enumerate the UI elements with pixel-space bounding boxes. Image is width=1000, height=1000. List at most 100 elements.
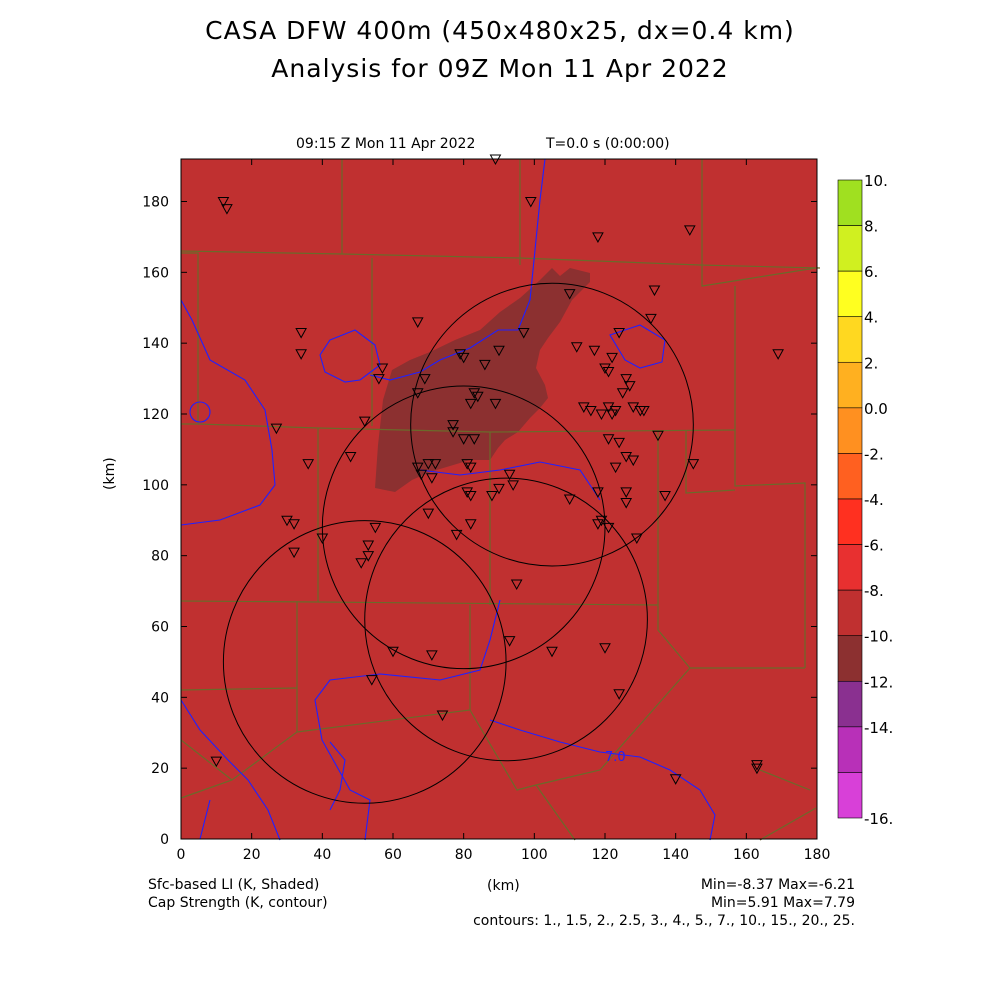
station-marker [373,374,385,385]
colorbar-label: 6. [864,263,878,281]
colorbar-swatch [837,270,863,318]
station-marker [471,391,484,403]
station-marker [595,409,608,421]
colorbar-label: 8. [864,218,878,236]
station-marker [295,349,307,360]
station-marker [623,381,636,392]
station-marker [210,756,223,768]
station-marker [468,434,481,445]
station-marker [645,313,657,325]
station-marker [609,405,622,417]
station-marker [652,430,664,442]
station-marker [606,409,618,421]
model-time-label: T=0.0 s (0:00:00) [546,136,670,152]
station-marker [638,405,650,417]
contour-label: 7.0 [605,750,626,765]
radar-range-ring [364,477,648,762]
x-tick-label: 20 [243,847,261,863]
station-marker [426,650,438,661]
colorbar-swatch [837,498,863,545]
station-marker [563,289,576,300]
station-marker [510,579,523,591]
colorbar-swatch [837,680,863,728]
station-marker [613,328,625,339]
station-marker [454,349,466,360]
x-tick-label: 160 [733,847,760,863]
colorbar-label: -12. [864,673,893,691]
colorbar-swatch [837,772,863,819]
station-marker [270,423,283,435]
station-marker [592,487,604,498]
colorbar-label: 10. [864,172,888,190]
x-tick-label: 100 [521,847,548,863]
shaded-field-label: Sfc-based LI (K, Shaded) [148,877,320,893]
station-marker [627,455,640,467]
station-marker [592,232,604,243]
y-tick-label: 20 [151,761,169,777]
station-marker [588,345,601,357]
colorbar-swatch [837,225,863,272]
station-marker [288,519,300,530]
station-marker [620,487,633,498]
station-marker [464,462,477,474]
station-marker [659,490,671,502]
station-marker [411,317,424,328]
station-marker [295,328,307,339]
station-marker [415,469,428,481]
station-marker [486,490,498,502]
colorbar-swatch [837,635,863,682]
colorbar-label: -2. [864,445,884,463]
colorbar-swatch [837,179,863,226]
station-marker [358,416,371,428]
y-tick-label: 80 [151,549,169,565]
station-marker [468,388,481,399]
y-axis: 0 20 40 60 80 100 120 140 160 180 [142,195,817,848]
station-marker [687,459,700,470]
station-marker [546,646,558,658]
radar-range-rings [222,282,694,804]
station-marker [461,459,474,470]
station-marker [316,533,329,544]
station-marker [489,398,502,410]
station-marker [493,345,505,357]
chart-title-line2: Analysis for 09Z Mon 11 Apr 2022 [271,54,729,83]
colorbar-label: -16. [864,810,893,828]
station-marker [616,388,629,399]
station-marker [302,459,315,470]
station-marker [221,204,233,215]
station-marker [422,508,435,520]
station-marker [450,529,463,541]
station-marker [563,494,576,506]
station-marker [464,398,477,410]
station-marker [517,328,530,339]
station-marker [422,459,435,470]
colorbar-label: 4. [864,309,878,327]
contour-range-label: Min=5.91 Max=7.79 [710,895,855,911]
station-marker [630,533,643,544]
colorbar-label: -4. [864,491,884,509]
station-marker [493,483,505,495]
station-marker [464,490,477,502]
station-marker [599,643,611,654]
station-marker [411,388,424,399]
station-marker [418,374,431,385]
colorbar-swatch [837,407,863,454]
station-marker [683,225,696,236]
station-marker [461,487,474,498]
station-marker [606,352,618,364]
station-marker [609,462,622,474]
chart-title-line1: CASA DFW 400m (450x480x25, dx=0.4 km) [205,16,795,45]
x-tick-label: 120 [592,847,619,863]
county-boundaries [180,159,821,841]
y-tick-label: 180 [142,195,169,211]
station-marker [362,551,375,562]
contour-field-label: Cap Strength (K, contour) [148,895,328,911]
station-marker [447,427,459,438]
station-marker [595,515,608,527]
colorbar-swatch [837,589,863,637]
y-tick-label: 160 [142,265,169,281]
station-marker [592,519,604,530]
station-marker [772,349,784,360]
station-marker [602,522,615,534]
colorbar-swatch [837,361,863,409]
